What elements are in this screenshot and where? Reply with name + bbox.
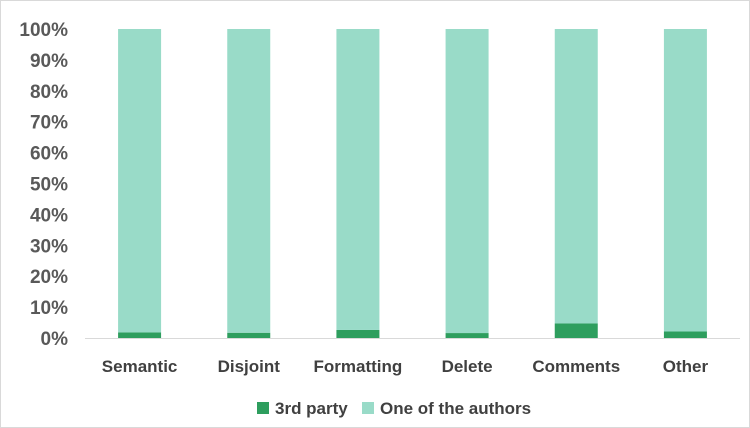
y-tick-label: 90%: [30, 51, 68, 72]
x-tick-label: Other: [663, 357, 709, 376]
y-tick-label: 0%: [41, 329, 69, 350]
bar-one-of-the-authors: [336, 29, 380, 330]
bar-third-party: [118, 332, 162, 338]
y-tick-label: 40%: [30, 205, 68, 226]
y-tick-label: 70%: [30, 113, 68, 134]
y-tick-label: 10%: [30, 298, 68, 319]
bar-one-of-the-authors: [445, 29, 489, 334]
y-axis: 0% 10% 20% 30% 40% 50% 60% 70% 80% 90% 100%: [19, 20, 68, 350]
x-tick-label: Formatting: [314, 357, 403, 376]
y-tick-label: 20%: [30, 267, 68, 288]
bar-one-of-the-authors: [663, 29, 707, 332]
bar-one-of-the-authors: [227, 29, 271, 333]
x-tick-label: Semantic: [102, 357, 178, 376]
legend: 3rd party One of the authors: [257, 399, 531, 418]
x-tick-label: Disjoint: [218, 357, 281, 376]
legend-label: 3rd party: [275, 399, 348, 418]
y-tick-label: 60%: [30, 144, 68, 165]
y-tick-label: 100%: [19, 20, 68, 41]
bar-third-party: [445, 333, 489, 338]
bar-third-party: [554, 323, 598, 338]
bars: [118, 29, 707, 338]
x-tick-label: Delete: [442, 357, 493, 376]
y-tick-label: 50%: [30, 175, 68, 196]
bar-one-of-the-authors: [118, 29, 162, 333]
x-axis: Semantic Disjoint Formatting Delete Comments…: [102, 357, 709, 376]
y-tick-label: 80%: [30, 82, 68, 103]
bar-one-of-the-authors: [554, 29, 598, 324]
bar-third-party: [663, 331, 707, 338]
x-tick-label: Comments: [532, 357, 620, 376]
legend-swatch: [257, 402, 269, 414]
legend-label: One of the authors: [380, 399, 531, 418]
bar-third-party: [227, 332, 271, 338]
y-tick-label: 30%: [30, 236, 68, 257]
legend-swatch: [362, 402, 374, 414]
bar-third-party: [336, 329, 380, 338]
